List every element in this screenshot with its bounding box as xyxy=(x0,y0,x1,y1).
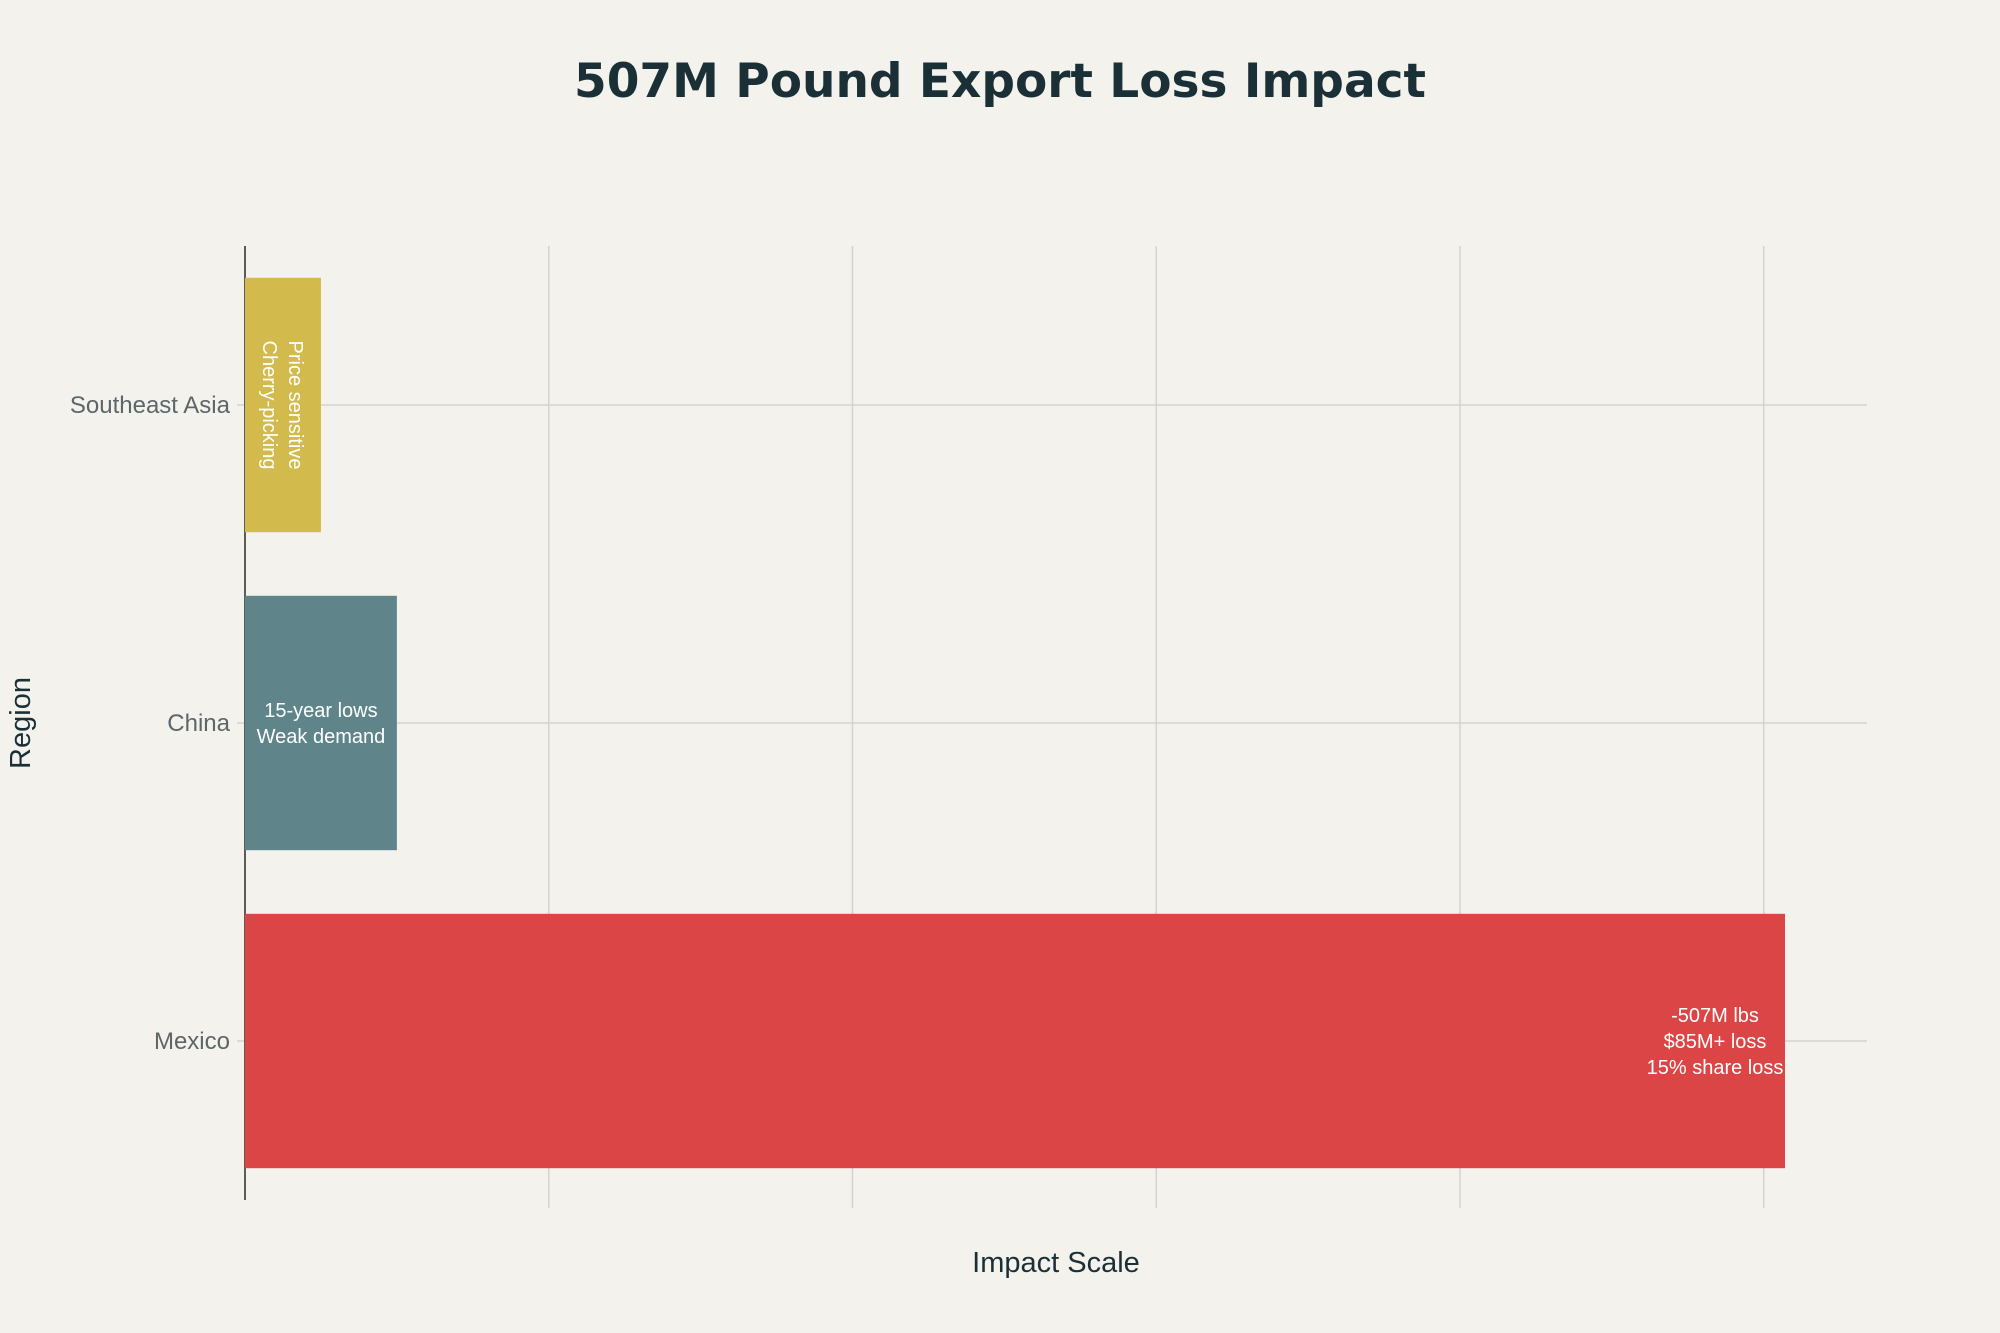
y-axis-ticks: Mexico China Southeast Asia xyxy=(70,392,231,1055)
bar-label-line: 15% share loss xyxy=(1647,1057,1784,1079)
bar-label-line: Price sensitive xyxy=(284,341,306,470)
bar-label-2: Price sensitiveCherry-picking xyxy=(258,341,306,470)
bar-labels: -507M lbs $85M+ loss 15% share loss 15-year… xyxy=(257,341,1784,1079)
y-tick-label-southeast-asia: Southeast Asia xyxy=(70,392,231,419)
bar-china xyxy=(245,595,397,851)
y-tick-label-china: China xyxy=(167,710,230,737)
bar-mexico xyxy=(245,913,1785,1169)
bar-label-line: 15-year lows xyxy=(264,700,377,722)
bar-southeast-asia xyxy=(245,277,321,533)
bar-label-line: Cherry-picking xyxy=(258,341,280,470)
bar-label-1: 15-year lows Weak demand xyxy=(257,700,386,748)
bar-label-0: -507M lbs $85M+ loss 15% share loss xyxy=(1647,1005,1784,1079)
bar-label-line: -507M lbs xyxy=(1671,1005,1759,1027)
bar-label-line: $85M+ loss xyxy=(1664,1031,1767,1053)
bar-label-line: Weak demand xyxy=(257,726,386,748)
y-tick-label-mexico: Mexico xyxy=(154,1028,230,1055)
x-axis-title: Impact Scale xyxy=(972,1247,1140,1279)
chart-title: 507M Pound Export Loss Impact xyxy=(574,54,1426,109)
bars xyxy=(245,277,1785,1169)
y-axis-title: Region xyxy=(5,677,37,769)
